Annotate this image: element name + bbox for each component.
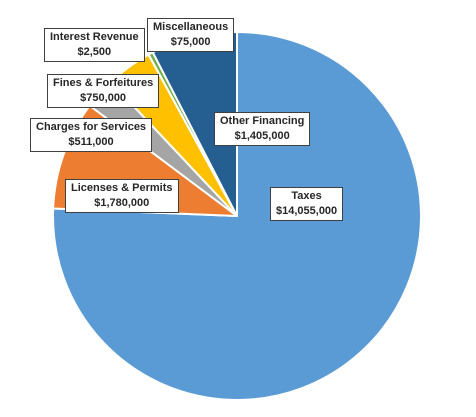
label-other-value: $1,405,000	[234, 130, 290, 142]
label-misc: Miscellaneous $75,000	[147, 18, 235, 52]
label-interest: Interest Revenue $2,500	[44, 28, 145, 62]
label-misc-value: $75,000	[170, 36, 211, 48]
label-fines: Fines & Forfeitures $750,000	[47, 74, 160, 108]
label-charges: Charges for Services $511,000	[30, 118, 153, 152]
label-licenses: Licenses & Permits $1,780,000	[65, 179, 179, 213]
label-taxes: Taxes $14,055,000	[270, 187, 344, 221]
label-charges-value: $511,000	[68, 136, 114, 148]
label-licenses-value: $1,780,000	[94, 197, 150, 209]
label-fines-value: $750,000	[80, 92, 127, 104]
label-taxes-name: Taxes	[291, 190, 322, 202]
label-other: Other Financing $1,405,000	[214, 112, 311, 146]
label-misc-name: Miscellaneous	[153, 21, 229, 33]
label-interest-name: Interest Revenue	[50, 31, 139, 43]
label-taxes-value: $14,055,000	[276, 205, 338, 217]
label-other-name: Other Financing	[220, 115, 305, 127]
label-charges-name: Charges for Services	[36, 121, 147, 133]
label-interest-value: $2,500	[77, 46, 112, 58]
label-fines-name: Fines & Forfeitures	[53, 77, 154, 89]
label-licenses-name: Licenses & Permits	[71, 182, 173, 194]
